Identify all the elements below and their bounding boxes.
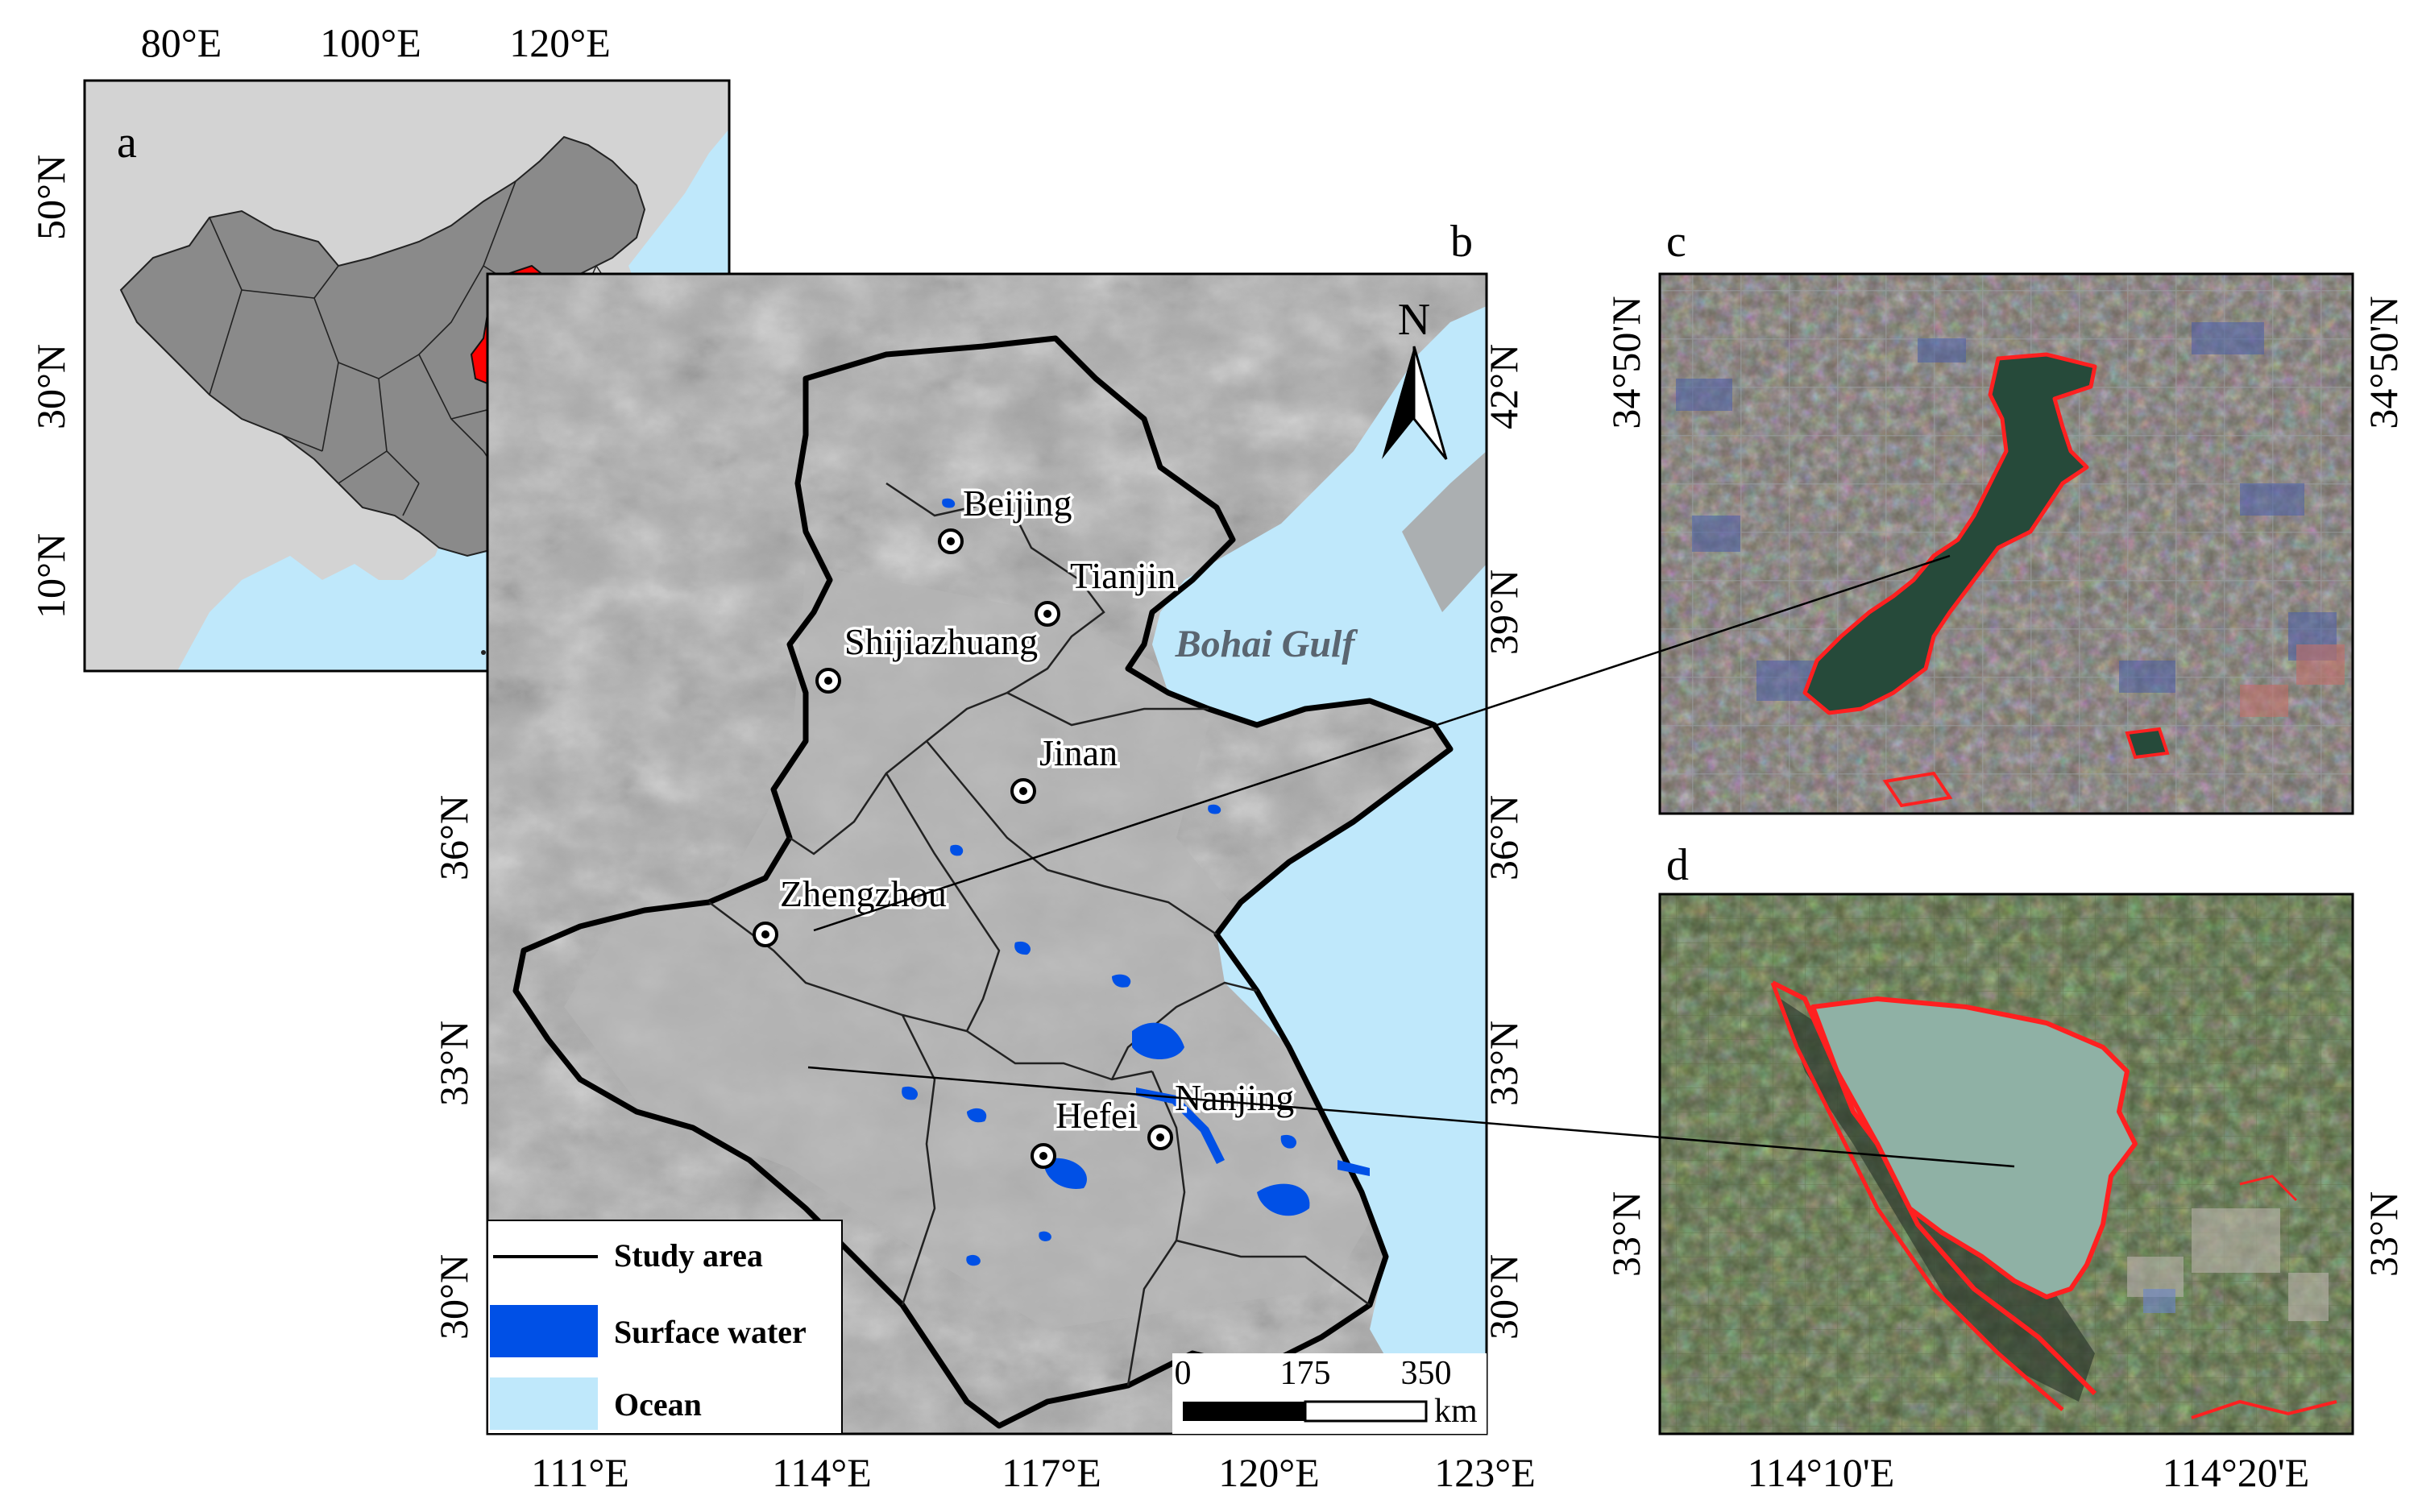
- city-label: Hefei: [1055, 1095, 1138, 1136]
- tick-label: 33°N: [2361, 1191, 2406, 1277]
- city-jinan: Jinan: [1010, 730, 1121, 804]
- tick-label: 50°N: [28, 155, 73, 240]
- scale-label: 0: [1175, 1355, 1192, 1392]
- main-map-frame: [486, 272, 1488, 1435]
- connector-lines: [807, 554, 2015, 1168]
- city-label: Tianjin: [1070, 555, 1176, 596]
- north-label: N: [1398, 295, 1430, 345]
- bohai-gulf-label: Bohai Gulf: [1175, 623, 1358, 665]
- inset-map-d: d 33°N 33°N 114°10'E 114°20'E: [1603, 840, 2406, 1495]
- scale-label: 175: [1280, 1355, 1331, 1392]
- tick-label: 42°N: [1481, 344, 1526, 429]
- city-tianjin: Tianjin: [1035, 553, 1179, 627]
- scale-label: 350: [1401, 1355, 1452, 1392]
- tick-label: 80°E: [141, 20, 222, 65]
- tick-label: 30°N: [1481, 1254, 1526, 1340]
- main-b-bottom-ticks: 111°E 114°E 117°E 120°E 123°E: [531, 1450, 1536, 1495]
- panel-label-b: b: [1450, 217, 1473, 267]
- tick-label: 123°E: [1434, 1450, 1536, 1495]
- city-zhengzhou: Zhengzhou: [753, 871, 949, 947]
- city-label: Beijing: [963, 483, 1072, 524]
- inset-a-top-ticks: 80°E 100°E 120°E: [141, 20, 611, 65]
- tick-label: 100°E: [320, 20, 421, 65]
- city-beijing: Beijing: [938, 480, 1075, 554]
- tick-label: 114°E: [772, 1450, 872, 1495]
- legend-label: Ocean: [614, 1386, 702, 1423]
- city-label: Jinan: [1039, 732, 1118, 773]
- tick-label: 33°N: [1481, 1021, 1526, 1106]
- connector-to-c: [813, 554, 1951, 932]
- tick-label: 30°N: [28, 344, 73, 429]
- north-arrow: N: [1382, 295, 1448, 460]
- main-map-b: b N Bohai Gulf Beijing Tianjin Shijiazhu…: [431, 217, 1536, 1495]
- tick-label: 39°N: [1481, 570, 1526, 655]
- scale-unit: km: [1434, 1393, 1478, 1430]
- tick-label: 33°N: [1603, 1191, 1649, 1277]
- city-markers: Beijing Tianjin Shijiazhuang Jinan Zheng…: [753, 480, 1297, 1169]
- city-shijiazhuang: Shijiazhuang: [815, 619, 1041, 694]
- inset-map-c: c 34°50'N 34°50'N: [1603, 217, 2406, 815]
- tick-label: 34°50'N: [1603, 296, 1649, 429]
- legend-swatch-surface-water: [490, 1305, 598, 1357]
- city-label: Shijiazhuang: [844, 621, 1038, 662]
- city-hefei: Hefei: [1031, 1092, 1141, 1169]
- city-nanjing: Nanjing: [1147, 1075, 1297, 1150]
- panel-label-a: a: [117, 118, 137, 168]
- inset-a-left-ticks: 50°N 30°N 10°N: [28, 155, 73, 619]
- connector-to-d: [807, 1066, 2015, 1168]
- tick-label: 117°E: [1002, 1450, 1101, 1495]
- lake-outline: [1802, 352, 2097, 715]
- city-label: Nanjing: [1175, 1077, 1294, 1118]
- tick-label: 10°N: [28, 533, 73, 619]
- tick-label: 114°20'E: [2163, 1450, 2310, 1495]
- tick-label: 120°E: [1218, 1450, 1320, 1495]
- main-b-right-ticks: 42°N 39°N 36°N 33°N 30°N: [1481, 344, 1526, 1340]
- ocean-area: [1152, 274, 1487, 1434]
- inset-c-frame: [1658, 272, 2354, 815]
- main-b-left-ticks: 36°N 33°N 30°N: [431, 795, 476, 1340]
- city-label: Zhengzhou: [780, 873, 947, 914]
- tick-label: 114°10'E: [1748, 1450, 1895, 1495]
- tick-label: 33°N: [431, 1021, 476, 1106]
- province-boundaries: [708, 482, 1371, 1386]
- tick-label: 120°E: [509, 20, 611, 65]
- tick-label: 30°N: [431, 1254, 476, 1340]
- tick-label: 34°50'N: [2361, 296, 2406, 429]
- tick-label: 36°N: [1481, 795, 1526, 880]
- legend-swatch-ocean: [490, 1377, 598, 1430]
- tick-label: 111°E: [531, 1450, 629, 1495]
- inset-d-frame: [1658, 893, 2354, 1435]
- scale-bar: 0 175 350 km: [1172, 1353, 1487, 1434]
- legend-label: Surface water: [614, 1314, 807, 1350]
- panel-label-d: d: [1666, 840, 1689, 890]
- plain-region: [564, 564, 1402, 1329]
- panel-label-c: c: [1666, 217, 1686, 267]
- tick-label: 36°N: [431, 795, 476, 880]
- legend-label: Study area: [614, 1237, 763, 1274]
- map-legend: Study area Surface water Ocean: [487, 1220, 843, 1435]
